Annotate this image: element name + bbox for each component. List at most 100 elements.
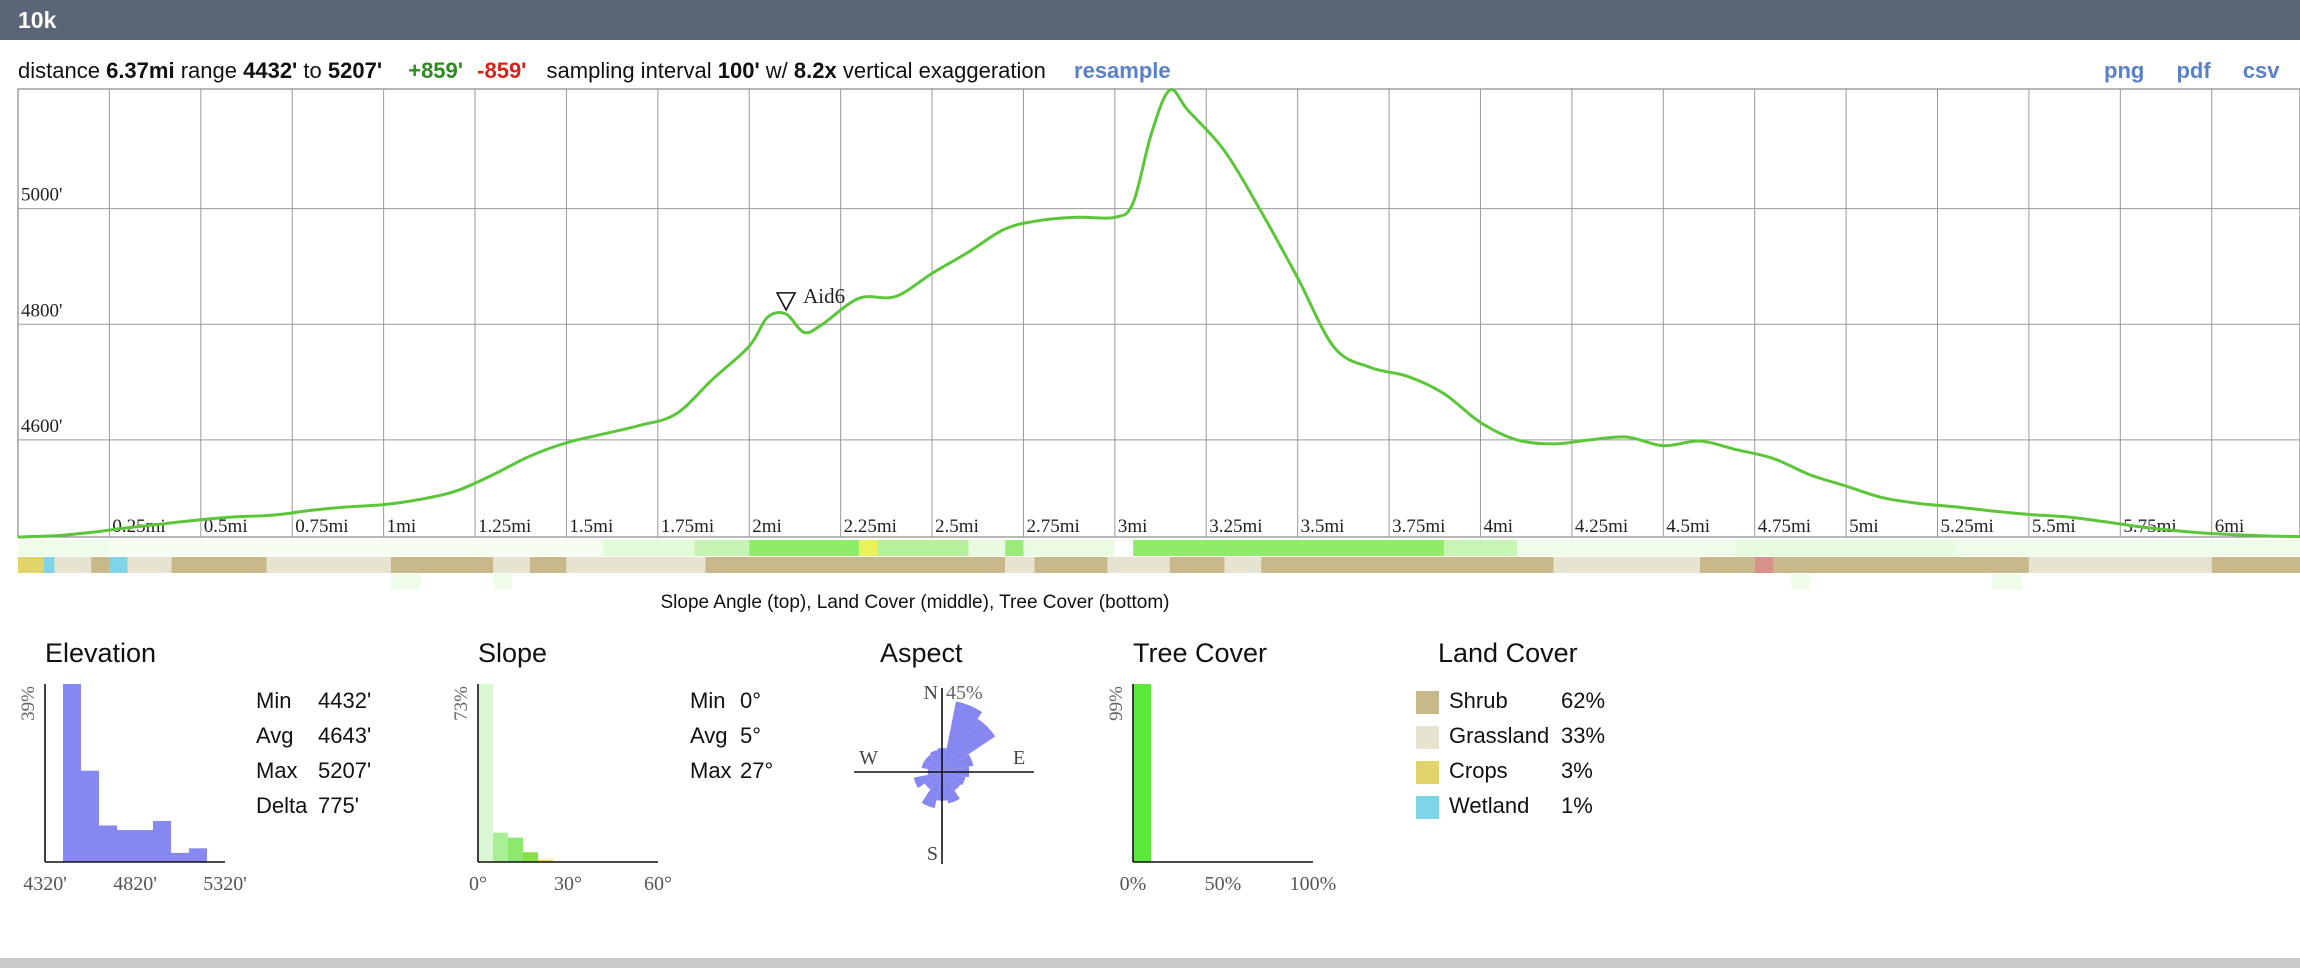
legend-percent: 33% — [1561, 723, 1606, 748]
aspect-wedge — [942, 754, 974, 772]
histogram-bar — [135, 830, 153, 862]
export-png-link[interactable]: png — [2104, 58, 2145, 83]
tree-cover-histogram: 99% 0% 50% 100% — [1106, 684, 1336, 895]
legend-label: Shrub — [1449, 688, 1508, 713]
land-cover-segment — [109, 557, 128, 573]
x-tick-label: 5.5mi — [2032, 516, 2076, 537]
resample-link[interactable]: resample — [1074, 58, 1171, 83]
hist-x-tick-label: 5320' — [203, 873, 247, 895]
export-csv-link[interactable]: csv — [2242, 58, 2280, 83]
with-label: w/ — [765, 58, 788, 83]
elevation-avg-label: Avg — [256, 723, 294, 748]
elevation-avg-value: 4643' — [318, 723, 372, 748]
aspect-west-label: W — [859, 747, 878, 769]
land-cover-segment — [566, 557, 706, 573]
hist-y-max-label: 73% — [451, 686, 472, 721]
aspect-wedge — [924, 772, 942, 790]
tree-cover-panel-title: Tree Cover — [1133, 638, 1268, 668]
distance-label: distance — [18, 58, 100, 83]
histogram-bar — [523, 852, 538, 862]
slope-histogram: 73% 0° 30° 60° — [451, 684, 672, 895]
tree-cover-segment — [493, 574, 512, 590]
elevation-profile-line — [17, 88, 2300, 539]
x-tick-label: 4mi — [1483, 516, 1513, 537]
land-cover-segment — [2211, 557, 2300, 573]
slope-segment — [1517, 540, 1737, 556]
range-min: 4432' — [243, 58, 298, 83]
vertical-exaggeration: 8.2x — [793, 58, 837, 83]
land-cover-segment — [1553, 557, 1700, 573]
elevation-histogram: 39% 4320' 4820' 5320' — [18, 684, 247, 895]
tree-cover-segment — [390, 574, 421, 590]
land-cover-segment — [705, 557, 1006, 573]
histogram-bar — [493, 832, 508, 862]
histogram-bar — [81, 770, 99, 862]
elevation-max-label: Max — [256, 758, 298, 783]
hist-x-tick-label: 50% — [1205, 873, 1242, 895]
land-cover-segment — [18, 557, 44, 573]
hist-x-tick-label: 0% — [1120, 873, 1147, 895]
histogram-bar — [117, 830, 135, 862]
x-tick-label: 0.5mi — [204, 516, 248, 537]
histogram-bar — [189, 848, 207, 862]
waypoint-label: Aid6 — [803, 284, 845, 308]
profile-y-axis: 4600' 4800' 5000' — [21, 185, 62, 437]
aspect-wedge — [913, 772, 942, 788]
aspect-south-label: S — [927, 843, 938, 865]
slope-max-label: Max — [690, 758, 732, 783]
aspect-wedge — [942, 718, 996, 772]
land-cover-segment — [171, 557, 267, 573]
sampling-interval: 100' — [717, 58, 760, 83]
aspect-wedge — [942, 701, 982, 772]
aspect-north-label: N — [924, 682, 938, 704]
slope-avg-value: 5° — [740, 723, 762, 748]
hist-x-tick-label: 30° — [554, 873, 582, 895]
histogram-bar — [478, 684, 493, 862]
hist-y-max-label: 99% — [1106, 686, 1127, 721]
x-tick-label: 3.25mi — [1209, 516, 1262, 537]
land-cover-segment — [2028, 557, 2212, 573]
slope-segment — [1443, 540, 1518, 556]
hist-x-tick-label: 0° — [469, 873, 487, 895]
tree-cover-strip — [390, 574, 2022, 590]
x-tick-label: 2.25mi — [844, 516, 897, 537]
land-cover-segment — [1754, 557, 1773, 573]
aspect-wedge — [942, 772, 961, 791]
legend-label: Grassland — [1449, 723, 1550, 748]
aspect-wedge — [924, 754, 942, 772]
legend-percent: 3% — [1561, 758, 1593, 783]
land-cover-segment — [43, 557, 55, 573]
land-cover-segment — [1224, 557, 1262, 573]
waypoint-marker[interactable]: Aid6 — [775, 284, 845, 312]
histogram-bar — [171, 852, 189, 862]
hist-x-tick-label: 60° — [644, 873, 672, 895]
slope-segment — [968, 540, 1006, 556]
land-cover-strip — [18, 557, 2300, 573]
land-cover-segment — [1107, 557, 1170, 573]
x-tick-label: 3mi — [1118, 516, 1148, 537]
export-links: png pdf csv c — [2104, 58, 2300, 84]
elevation-max-value: 5207' — [318, 758, 372, 783]
x-tick-label: 4.75mi — [1758, 516, 1811, 537]
range-label: range — [180, 58, 237, 83]
x-tick-label: 1mi — [387, 516, 417, 537]
aspect-east-label: E — [1013, 747, 1025, 769]
legend-swatch — [1416, 725, 1439, 749]
x-tick-label: 4.5mi — [1666, 516, 1710, 537]
elevation-panel-title: Elevation — [45, 638, 157, 668]
slope-segment — [694, 540, 750, 556]
map-edge — [0, 958, 2300, 968]
slope-segment — [602, 540, 695, 556]
legend-percent: 1% — [1561, 793, 1593, 818]
x-tick-label: 3.5mi — [1301, 516, 1345, 537]
aspect-rose: N 45% E S W — [854, 682, 1034, 865]
tree-cover-segment — [1992, 574, 2022, 590]
export-pdf-link[interactable]: pdf — [2176, 58, 2211, 83]
legend-swatch — [1416, 760, 1439, 784]
histogram-bar — [508, 837, 523, 862]
land-cover-panel-title: Land Cover — [1438, 638, 1578, 668]
range-max: 5207' — [327, 58, 383, 83]
x-tick-label: 6mi — [2215, 516, 2245, 537]
distance-value: 6.37mi — [106, 58, 175, 83]
